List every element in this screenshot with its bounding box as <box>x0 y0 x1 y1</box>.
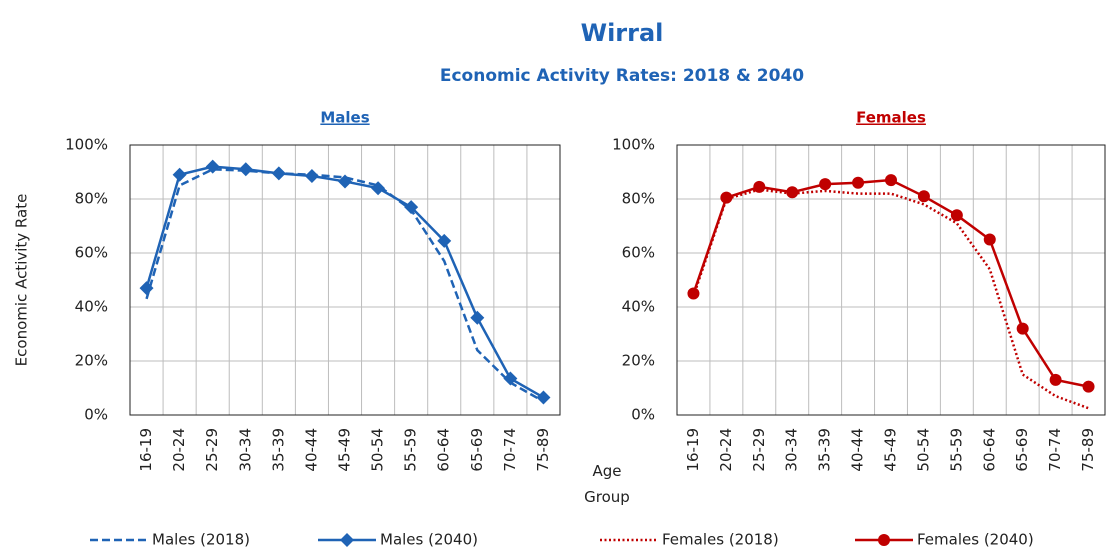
chart-subtitle: Economic Activity Rates: 2018 & 2040 <box>440 66 804 86</box>
marker <box>470 310 485 325</box>
x-tick-label: 35-39 <box>816 428 834 472</box>
x-tick-label: 40-44 <box>849 428 867 472</box>
y-tick-label: 40% <box>75 298 108 316</box>
marker <box>404 200 419 215</box>
legend-label: Females (2040) <box>917 531 1034 549</box>
marker <box>786 186 799 199</box>
marker <box>304 169 319 184</box>
y-tick-label: 60% <box>622 244 655 262</box>
x-tick-label: 16-19 <box>684 428 702 472</box>
series-line <box>145 165 545 399</box>
series-line <box>692 178 1089 388</box>
y-tick-label: 100% <box>612 136 655 154</box>
marker <box>852 176 865 189</box>
y-tick-label: 100% <box>65 136 108 154</box>
marker <box>687 287 700 300</box>
x-tick-label: 50-54 <box>914 428 932 472</box>
x-tick-label: 25-29 <box>750 428 768 472</box>
x-tick-label: 60-64 <box>980 428 998 472</box>
plot-frame <box>676 144 1106 416</box>
marker <box>536 390 551 405</box>
marker <box>720 191 733 204</box>
y-tick-label: 40% <box>622 298 655 316</box>
legend-marker <box>878 534 890 546</box>
legend-label: Males (2018) <box>152 531 250 549</box>
x-tick-label: 70-74 <box>1046 428 1064 472</box>
y-tick-label: 80% <box>75 190 108 208</box>
marker <box>983 233 996 246</box>
x-tick-label: 40-44 <box>302 428 320 472</box>
x-tick-label: 25-29 <box>203 428 221 472</box>
legend-label: Females (2018) <box>662 531 779 549</box>
marker <box>172 167 187 182</box>
x-tick-label: 70-74 <box>501 428 519 472</box>
marker <box>917 190 930 203</box>
x-tick-label: 45-49 <box>882 428 900 472</box>
y-tick-label: 60% <box>75 244 108 262</box>
x-tick-label: 20-24 <box>170 428 188 472</box>
y-tick-label: 20% <box>622 352 655 370</box>
x-tick-label: 65-69 <box>1013 428 1031 472</box>
marker <box>238 162 253 177</box>
x-tick-label: 50-54 <box>369 428 387 472</box>
x-tick-label: 16-19 <box>137 428 155 472</box>
x-tick-label: 45-49 <box>336 428 354 472</box>
y-tick-label: 0% <box>631 406 655 424</box>
marker <box>371 181 386 196</box>
x-tick-label: 30-34 <box>236 428 254 472</box>
marker <box>205 159 220 174</box>
chart-title: Wirral <box>581 19 664 47</box>
marker <box>1082 380 1095 393</box>
y-tick-label: 80% <box>622 190 655 208</box>
x-axis-label: Age Group <box>584 462 630 506</box>
x-tick-label: 35-39 <box>269 428 287 472</box>
series-line <box>145 168 545 403</box>
legend-label: Males (2040) <box>380 531 478 549</box>
panel-subtitle: Females <box>856 109 926 127</box>
marker <box>139 281 154 296</box>
y-axis-label: Economic Activity Rate <box>13 194 31 367</box>
panel-subtitle: Males <box>320 109 369 127</box>
x-tick-label: 20-24 <box>717 428 735 472</box>
marker <box>950 209 963 222</box>
x-tick-label: 55-59 <box>402 428 420 472</box>
marker <box>753 180 766 193</box>
y-tick-label: 0% <box>84 406 108 424</box>
x-tick-label: 75-89 <box>534 428 552 472</box>
marker <box>437 233 452 248</box>
x-tick-label: 65-69 <box>468 428 486 472</box>
series-line <box>692 188 1089 410</box>
y-tick-label: 20% <box>75 352 108 370</box>
marker <box>338 174 352 189</box>
marker <box>819 178 832 191</box>
marker <box>271 166 286 181</box>
marker <box>1049 373 1062 386</box>
x-tick-label: 60-64 <box>435 428 453 472</box>
plot-frame <box>129 144 561 416</box>
x-tick-label: 75-89 <box>1079 428 1097 472</box>
x-tick-label: 30-34 <box>783 428 801 472</box>
legend-marker <box>340 533 354 547</box>
marker <box>503 371 518 386</box>
marker <box>1016 322 1029 335</box>
marker <box>885 174 897 187</box>
x-tick-label: 55-59 <box>947 428 965 472</box>
